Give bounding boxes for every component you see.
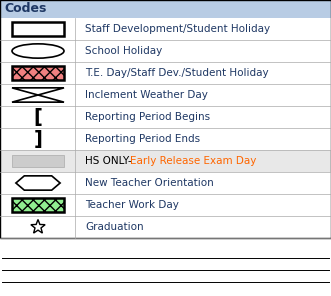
Text: Inclement Weather Day: Inclement Weather Day bbox=[85, 90, 208, 100]
Ellipse shape bbox=[12, 44, 64, 58]
Text: Codes: Codes bbox=[4, 2, 46, 15]
Text: Graduation: Graduation bbox=[85, 222, 144, 232]
Polygon shape bbox=[16, 176, 60, 190]
Polygon shape bbox=[12, 95, 64, 102]
Bar bbox=[0, 216, 331, 238]
Bar bbox=[0, 40, 331, 62]
Bar bbox=[0, 0, 331, 18]
Bar bbox=[0, 194, 331, 216]
Text: ]: ] bbox=[33, 130, 42, 149]
Bar bbox=[12, 66, 64, 80]
Text: School Holiday: School Holiday bbox=[85, 46, 162, 56]
Bar bbox=[12, 22, 64, 36]
Text: HS ONLY-: HS ONLY- bbox=[85, 156, 135, 166]
Bar bbox=[0, 128, 331, 150]
Bar bbox=[0, 84, 331, 106]
Text: Reporting Period Ends: Reporting Period Ends bbox=[85, 134, 200, 144]
Bar bbox=[0, 18, 331, 40]
Text: [: [ bbox=[33, 107, 42, 126]
Text: Teacher Work Day: Teacher Work Day bbox=[85, 200, 179, 210]
Bar bbox=[0, 62, 331, 84]
Bar bbox=[0, 106, 331, 128]
Bar bbox=[0, 172, 331, 194]
Text: Early Release Exam Day: Early Release Exam Day bbox=[130, 156, 257, 166]
Polygon shape bbox=[31, 220, 45, 233]
Bar bbox=[12, 155, 64, 167]
Text: Staff Development/Student Holiday: Staff Development/Student Holiday bbox=[85, 24, 270, 34]
Polygon shape bbox=[12, 88, 64, 95]
Text: Reporting Period Begins: Reporting Period Begins bbox=[85, 112, 210, 122]
Bar bbox=[0, 0, 331, 238]
Text: New Teacher Orientation: New Teacher Orientation bbox=[85, 178, 214, 188]
Bar bbox=[12, 198, 64, 212]
Bar bbox=[0, 150, 331, 172]
Text: T.E. Day/Staff Dev./Student Holiday: T.E. Day/Staff Dev./Student Holiday bbox=[85, 68, 269, 78]
